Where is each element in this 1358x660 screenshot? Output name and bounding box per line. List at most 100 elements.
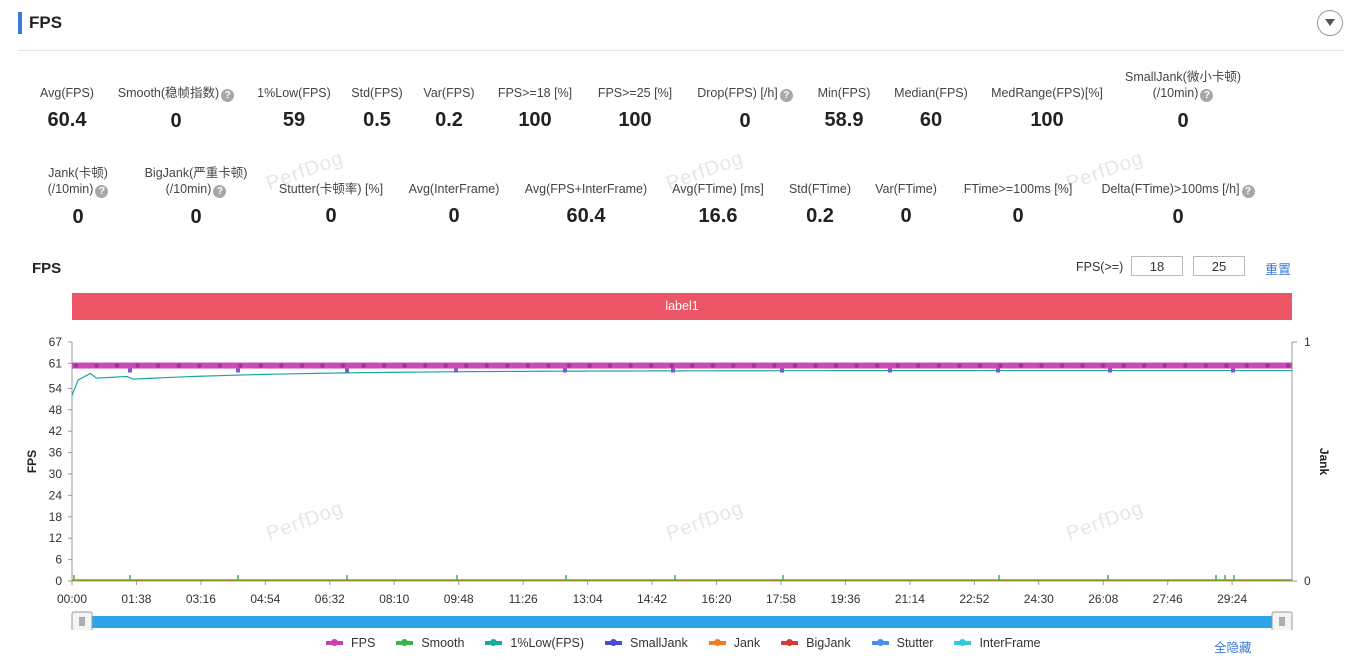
series-fps-point bbox=[217, 363, 222, 368]
series-fps-point bbox=[114, 363, 120, 368]
series-fps-point bbox=[772, 363, 777, 368]
legend-item[interactable]: SmallJank bbox=[605, 636, 688, 650]
legend-label: Smooth bbox=[421, 636, 465, 650]
metric-value: 0.2 bbox=[435, 109, 463, 131]
series-fps-point bbox=[895, 363, 900, 368]
y-tick-label: 48 bbox=[49, 403, 63, 417]
metric-r2-7: Var(FTime) 0 bbox=[826, 181, 986, 228]
metric-value: 0 bbox=[325, 205, 337, 227]
y-tick-label: 54 bbox=[49, 381, 63, 395]
x-tick-label: 27:46 bbox=[1153, 592, 1183, 606]
legend-swatch bbox=[326, 639, 343, 646]
metric-value: 60.4 bbox=[47, 109, 87, 131]
metric-label-text: Min(FPS) bbox=[817, 86, 871, 100]
series-fps-point bbox=[299, 363, 305, 368]
y-tick-label: 30 bbox=[49, 467, 63, 481]
metric-label-text: MedRange(FPS)[%] bbox=[991, 86, 1103, 100]
series-fps-point bbox=[1162, 363, 1167, 368]
metric-label-text: Median(FPS) bbox=[894, 86, 968, 100]
x-tick-label: 21:14 bbox=[895, 592, 925, 606]
help-icon[interactable]: ? bbox=[221, 89, 235, 102]
metric-value: 0 bbox=[900, 205, 912, 227]
legend-item[interactable]: BigJank bbox=[781, 636, 851, 650]
metric-label-text: Std(FPS) bbox=[351, 86, 403, 100]
legend-item[interactable]: 1%Low(FPS) bbox=[485, 636, 584, 650]
x-tick-label: 16:20 bbox=[702, 592, 732, 606]
series-fps-point bbox=[1100, 363, 1106, 368]
y-tick-label: 61 bbox=[49, 356, 63, 370]
legend-item[interactable]: Smooth bbox=[396, 636, 464, 650]
series-fps-point bbox=[916, 363, 921, 368]
metric-label-text: 1%Low(FPS) bbox=[257, 86, 331, 100]
metric-value: 0.2 bbox=[806, 205, 834, 227]
help-icon[interactable]: ? bbox=[1241, 185, 1255, 198]
series-fps-point bbox=[238, 363, 243, 368]
series-fps-point bbox=[423, 363, 428, 368]
metric-label-text: Std(FTime) bbox=[788, 182, 852, 196]
series-1pct-low-point bbox=[1108, 368, 1112, 373]
metric-r1-1: Smooth(稳帧指数)? 0 bbox=[96, 85, 256, 133]
series-1pct-low-point bbox=[236, 368, 240, 373]
chevron-down-icon bbox=[1325, 19, 1335, 26]
y2-tick-label: 0 bbox=[1304, 574, 1311, 588]
legend-swatch bbox=[485, 639, 503, 646]
legend-item[interactable]: InterFrame bbox=[954, 636, 1041, 650]
series-1pct-low-point bbox=[345, 368, 349, 373]
metric-label-text: Drop(FPS) [/h] bbox=[697, 86, 778, 100]
help-icon[interactable]: ? bbox=[213, 185, 227, 198]
metric-label: Var(FTime) bbox=[826, 181, 986, 197]
series-fps-point bbox=[258, 363, 264, 368]
metric-value: 58.9 bbox=[824, 109, 864, 131]
metric-label: Drop(FPS) [/h]? bbox=[665, 85, 825, 102]
series-1pct-low-point bbox=[128, 368, 132, 373]
metric-r2-1: BigJank(严重卡顿) (/10min)? 0 bbox=[116, 165, 276, 229]
series-fps-point bbox=[669, 363, 674, 368]
metric-label: Avg(FPS+InterFrame) bbox=[506, 181, 666, 197]
metric-label: Avg(InterFrame) bbox=[374, 181, 534, 197]
metric-r1-10: MedRange(FPS)[%] 100 bbox=[967, 85, 1127, 132]
metric-r1-3: Std(FPS) 0.5 bbox=[297, 85, 457, 132]
y-tick-label: 36 bbox=[49, 446, 63, 460]
fps-threshold-1-input[interactable] bbox=[1131, 256, 1183, 276]
series-fps-point bbox=[731, 363, 736, 368]
series-fps-point bbox=[73, 363, 79, 368]
metric-r1-8: Min(FPS) 58.9 bbox=[764, 85, 924, 132]
legend-swatch bbox=[708, 639, 726, 646]
reset-link[interactable]: 重置 bbox=[1265, 262, 1292, 277]
chart-legend: FPS Smooth 1%Low(FPS) SmallJank Jank BigJank S… bbox=[326, 636, 1062, 650]
legend-item[interactable]: Jank bbox=[708, 636, 761, 650]
y-tick-label: 0 bbox=[55, 574, 62, 588]
series-fps-point bbox=[813, 363, 818, 368]
series-fps-point bbox=[936, 363, 941, 368]
series-fps-point bbox=[443, 363, 448, 368]
label-bar[interactable]: label1 bbox=[72, 293, 1292, 320]
series-fps-point bbox=[1121, 363, 1126, 368]
collapse-button[interactable] bbox=[1317, 10, 1343, 36]
legend-item[interactable]: FPS bbox=[326, 636, 375, 650]
metric-label-text: Avg(FPS) bbox=[40, 86, 94, 100]
help-icon[interactable]: ? bbox=[95, 185, 109, 198]
x-tick-label: 19:36 bbox=[830, 592, 860, 606]
x-tick-label: 03:16 bbox=[186, 592, 216, 606]
x-tick-label: 24:30 bbox=[1024, 592, 1054, 606]
fps-threshold-2-input[interactable] bbox=[1193, 256, 1245, 276]
metric-r2-4: Avg(FPS+InterFrame) 60.4 bbox=[506, 181, 666, 228]
metric-label: SmallJank(微小卡顿) (/10min)? bbox=[1103, 69, 1263, 102]
metric-label-text: Stutter(卡顿率) [%] bbox=[278, 182, 384, 196]
series-fps-point bbox=[525, 363, 531, 368]
help-icon[interactable]: ? bbox=[1200, 89, 1214, 102]
zoom-slider-track bbox=[82, 616, 1282, 628]
metric-label: FTime>=100ms [%] bbox=[938, 181, 1098, 197]
legend-item[interactable]: Stutter bbox=[871, 636, 933, 650]
hide-all-link[interactable]: 全隐藏 bbox=[1214, 641, 1252, 655]
series-fps-point bbox=[833, 363, 839, 368]
series-1pct-low-point bbox=[1231, 368, 1235, 373]
metric-label: Median(FPS) bbox=[851, 85, 1011, 101]
y-tick-label: 67 bbox=[49, 335, 63, 349]
legend-label: Jank bbox=[733, 636, 761, 650]
metric-label-text: Avg(InterFrame) bbox=[408, 182, 500, 196]
series-fps-point bbox=[1244, 363, 1250, 368]
help-icon[interactable]: ? bbox=[779, 89, 793, 102]
series-fps-point bbox=[279, 363, 284, 368]
series-fps-point bbox=[464, 363, 469, 368]
